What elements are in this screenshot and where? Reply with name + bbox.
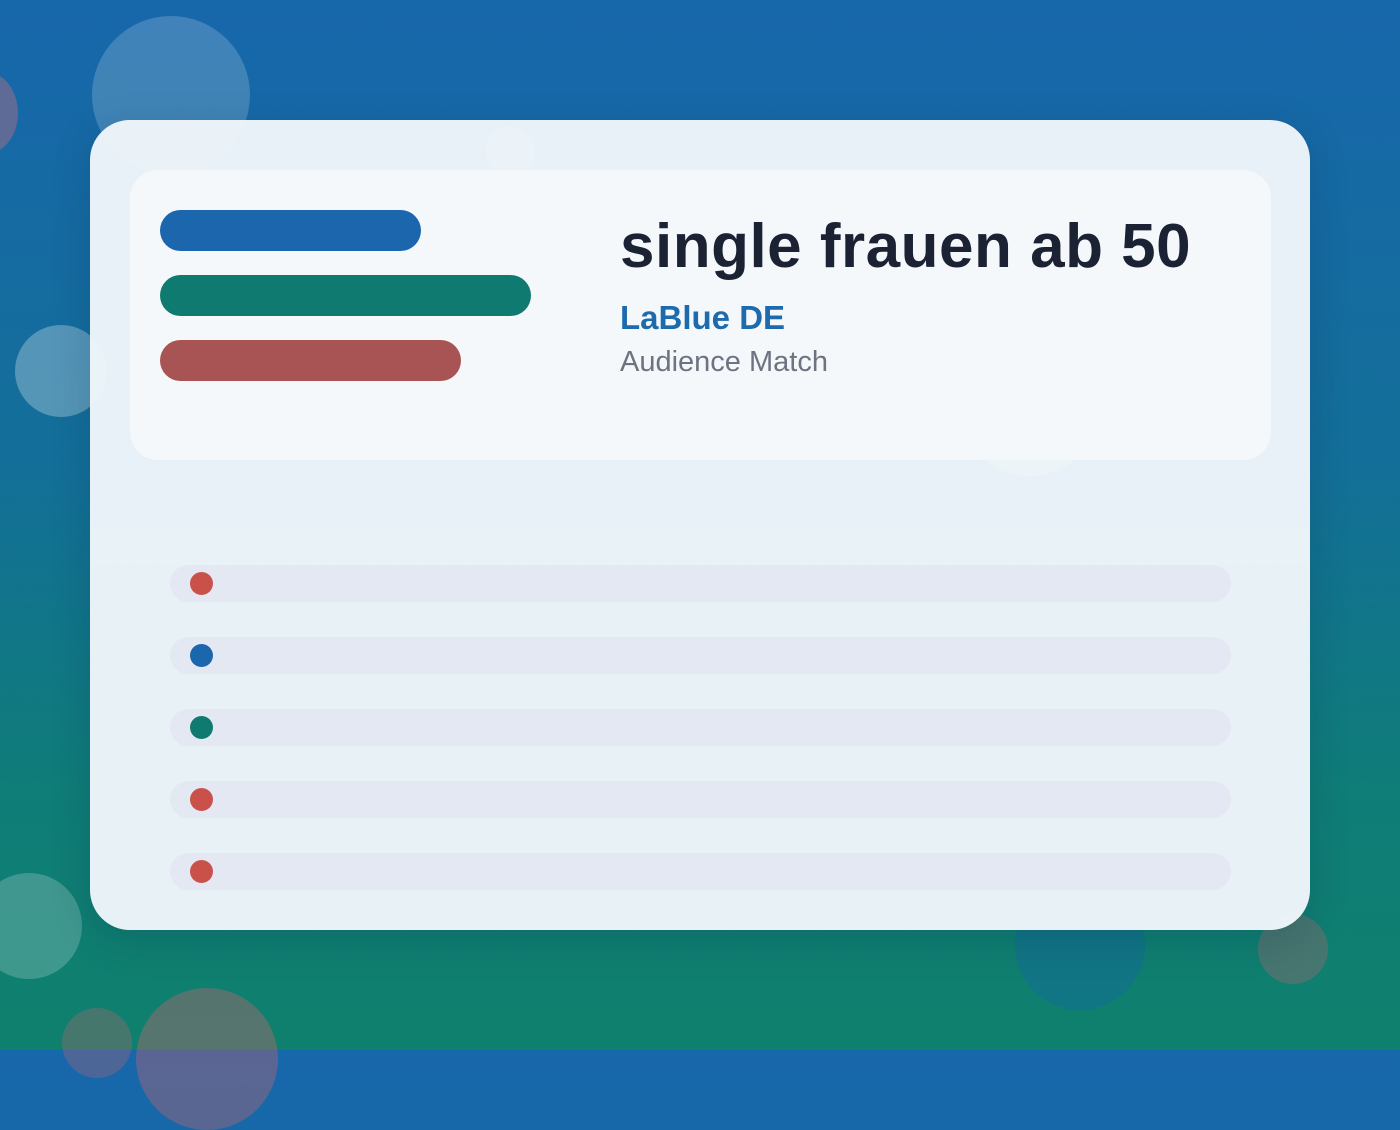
page-title: single frauen ab 50	[620, 212, 1192, 281]
header-panel: single frauen ab 50 LaBlue DE Audience M…	[130, 170, 1271, 460]
status-dot-icon	[190, 716, 213, 739]
background-bokeh-circle	[0, 873, 82, 979]
main-card: single frauen ab 50 LaBlue DE Audience M…	[90, 120, 1310, 930]
accent-bar-blue	[160, 210, 421, 251]
list-item	[170, 781, 1231, 818]
placeholder-list	[170, 565, 1231, 925]
accent-bar-red	[160, 340, 461, 381]
status-dot-icon	[190, 644, 213, 667]
status-dot-icon	[190, 572, 213, 595]
list-item	[170, 565, 1231, 602]
brand-name: LaBlue DE	[620, 299, 786, 337]
background-bokeh-circle	[0, 72, 18, 154]
background-bokeh-circle	[136, 988, 278, 1130]
list-item	[170, 637, 1231, 674]
background-bokeh-circle	[62, 1008, 132, 1078]
list-item	[170, 709, 1231, 746]
status-dot-icon	[190, 860, 213, 883]
status-dot-icon	[190, 788, 213, 811]
header-text: single frauen ab 50 LaBlue DE Audience M…	[620, 210, 1240, 382]
accent-bar-green	[160, 275, 531, 316]
list-item	[170, 853, 1231, 890]
page-subtitle: Audience Match	[620, 345, 828, 378]
